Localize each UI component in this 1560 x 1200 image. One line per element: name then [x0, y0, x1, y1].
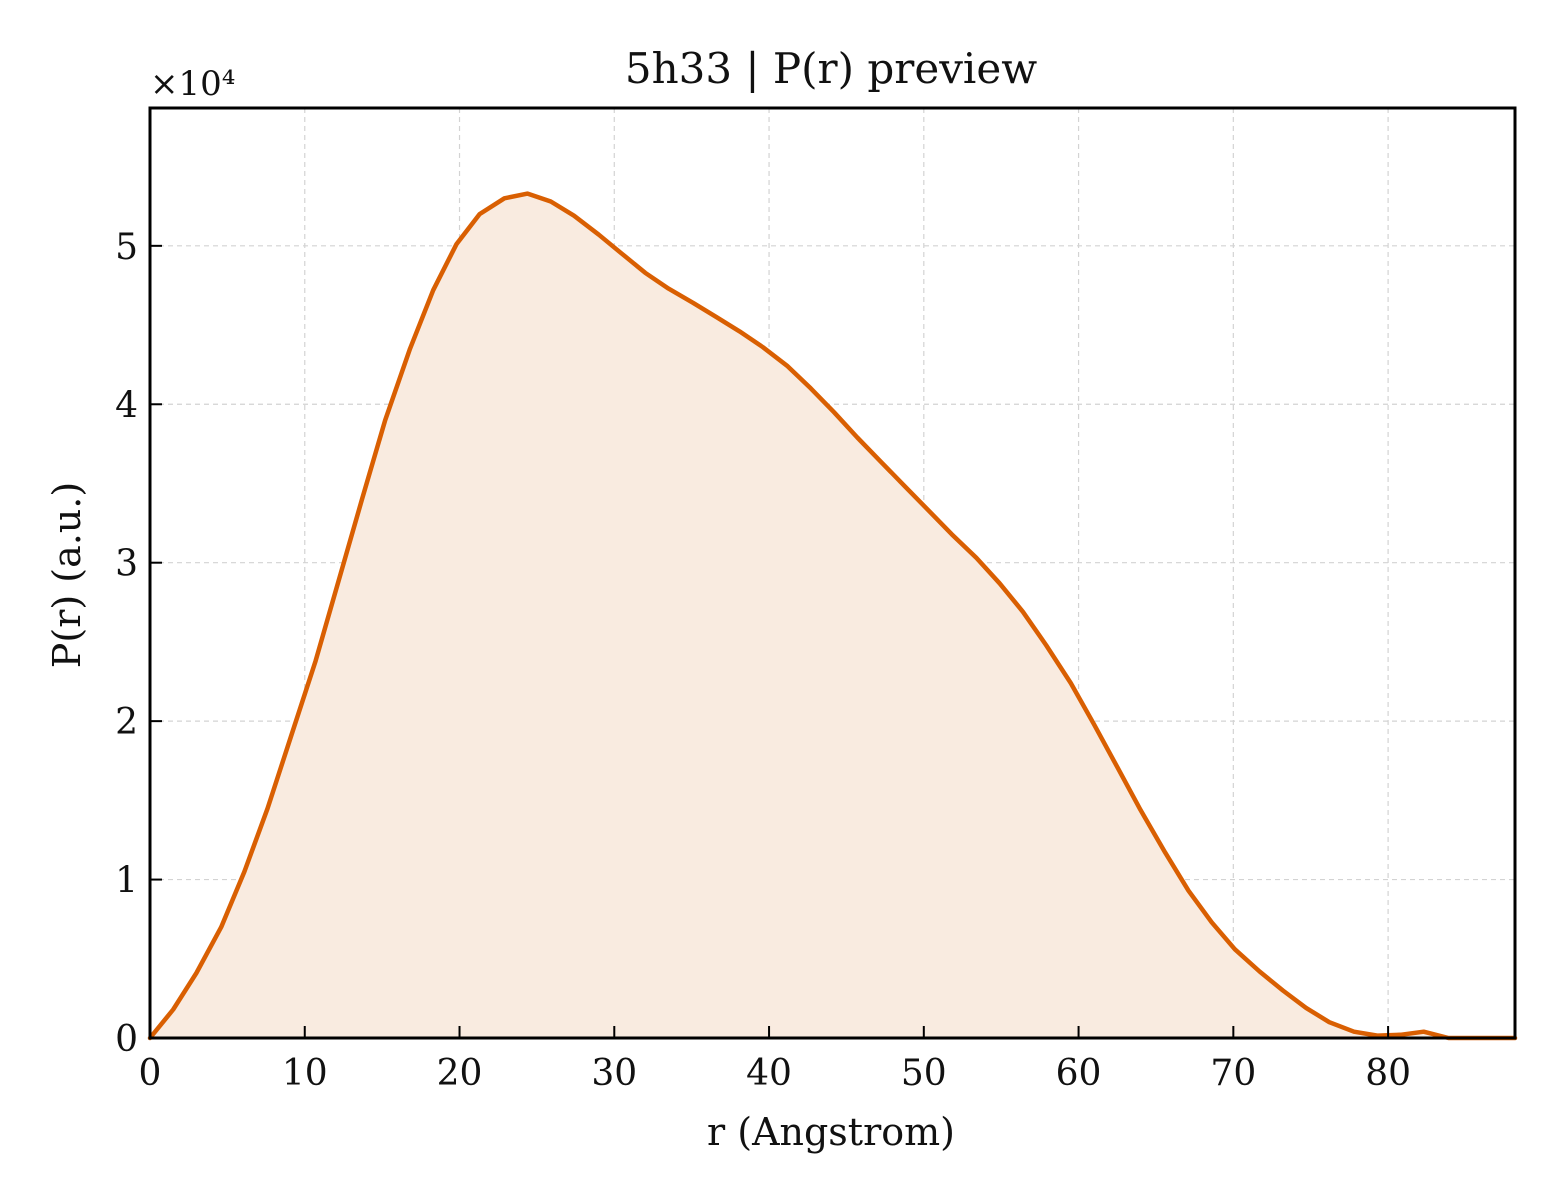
x-tick-label: 80	[1365, 1053, 1411, 1094]
y-tick-label: 5	[115, 227, 138, 268]
x-tick-label: 0	[139, 1053, 162, 1094]
x-tick-label: 20	[437, 1053, 483, 1094]
x-tick-label: 10	[282, 1053, 328, 1094]
chart-title: 5h33 | P(r) preview	[625, 44, 1037, 93]
y-axis-label: P(r) (a.u.)	[45, 482, 89, 668]
y-multiplier-label: ×10⁴	[150, 64, 235, 104]
x-tick-label: 60	[1056, 1053, 1102, 1094]
axis-ticks: 0 10 20 30 40 50 60 70 80 0 1 2 3 4 5	[115, 227, 1411, 1094]
plot-frame	[148, 106, 1517, 1040]
y-tick-label: 0	[115, 1019, 138, 1060]
y-tick-label: 3	[115, 544, 138, 585]
y-tick-label: 4	[115, 385, 138, 426]
x-axis-label: r (Angstrom)	[707, 1110, 955, 1154]
x-tick-label: 30	[591, 1053, 637, 1094]
x-tick-label: 50	[901, 1053, 947, 1094]
x-tick-label: 70	[1210, 1053, 1256, 1094]
pr-area-fill	[150, 193, 1515, 1039]
y-tick-label: 2	[115, 702, 138, 743]
x-tick-label: 40	[746, 1053, 792, 1094]
y-tick-label: 1	[115, 861, 138, 902]
pr-series-line	[147, 191, 1518, 1041]
